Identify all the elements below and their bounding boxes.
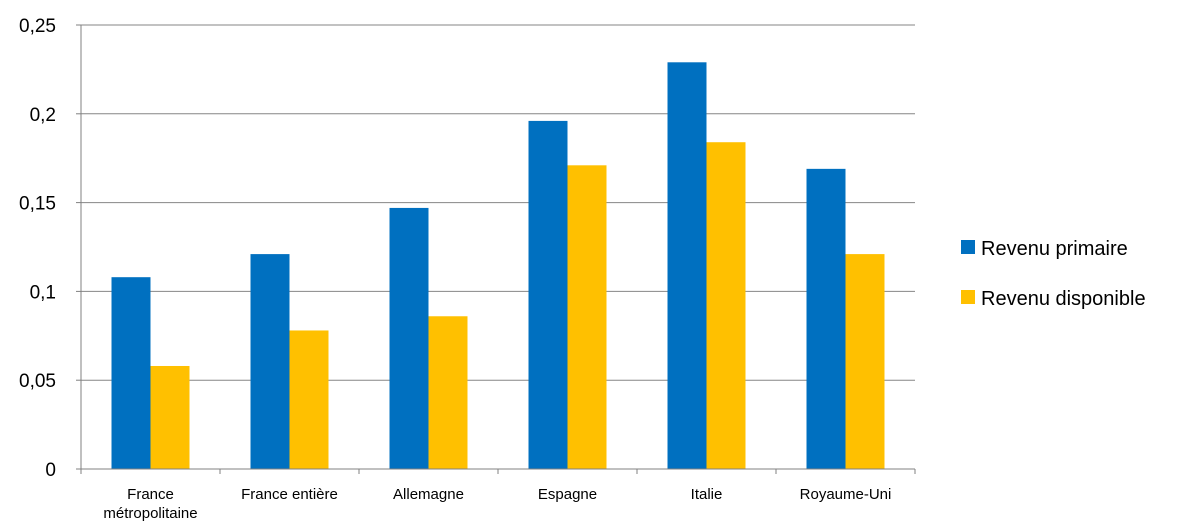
y-tick-labels: 0 0,05 0,1 0,15 0,2 0,25 [19,16,56,481]
gridlines [76,24,915,470]
x-tick-label: Allemagne [393,486,464,503]
x-tick-label: métropolitaine [103,505,197,522]
y-tick-label: 0,15 [19,194,56,215]
y-tick-label: 0,25 [19,16,56,37]
bar-revenu-disponible [289,330,329,469]
axes [80,25,915,470]
bar-revenu-primaire [111,277,151,469]
y-tick-label: 0 [45,460,56,481]
legend-swatch [961,290,975,304]
x-tick-labels: France métropolitaine France entière Allema… [80,469,916,522]
bars [111,62,885,470]
bar-revenu-primaire [528,120,568,470]
y-tick-label: 0,05 [19,371,56,392]
bar-revenu-disponible [845,254,885,469]
x-tick-label: France [127,486,174,503]
x-tick-label: Royaume-Uni [800,486,892,503]
legend-label: Revenu disponible [981,288,1146,310]
x-tick-label: Italie [691,486,723,503]
bar-revenu-disponible [567,165,607,469]
bar-revenu-primaire [806,168,846,469]
bar-revenu-primaire [389,207,429,470]
y-tick-label: 0,2 [30,105,56,126]
bar-revenu-disponible [150,365,190,469]
x-tick-label: Espagne [538,486,597,503]
bar-revenu-disponible [428,316,468,469]
bar-revenu-disponible [706,142,746,469]
legend-swatch [961,240,975,254]
x-tick-label: France entière [241,486,338,503]
bar-revenu-primaire [250,254,290,469]
y-tick-label: 0,1 [30,282,56,303]
legend-label: Revenu primaire [981,238,1128,260]
legend: Revenu primaire Revenu disponible [961,238,1146,310]
bar-revenu-primaire [667,62,707,470]
